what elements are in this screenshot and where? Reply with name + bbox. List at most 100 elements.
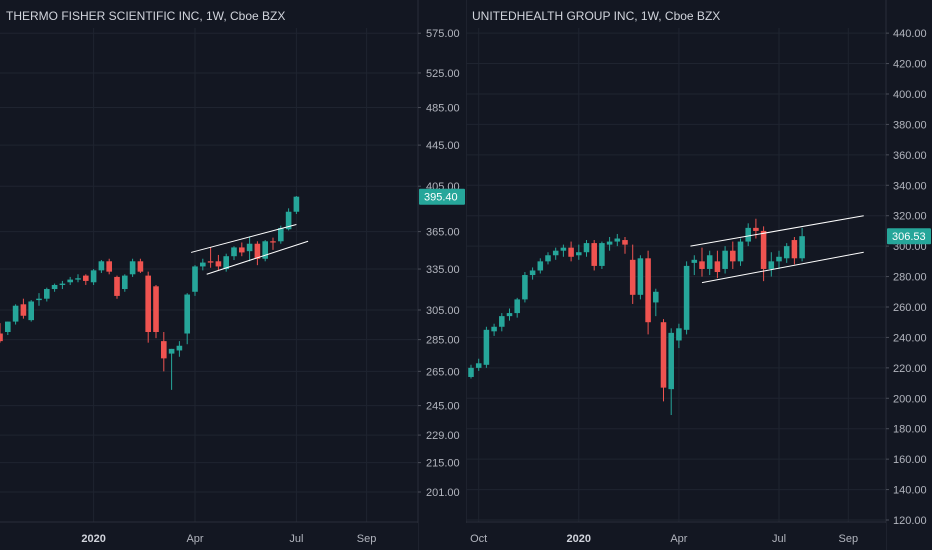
unitedhealth-candle-body[interactable] <box>791 240 798 259</box>
unitedhealth-trend-line[interactable] <box>701 251 864 284</box>
thermo-fisher-candle-body[interactable] <box>98 261 105 271</box>
thermo-fisher-candle-body[interactable] <box>231 247 237 257</box>
unitedhealth-candle-body[interactable] <box>568 247 574 257</box>
thermo-fisher-candle-body[interactable] <box>51 284 58 290</box>
thermo-fisher-price-axis[interactable] <box>418 0 466 550</box>
thermo-fisher-chart-pane[interactable]: 575.00525.00485.00445.00405.00365.00335.… <box>0 0 466 550</box>
thermo-fisher-candle-body[interactable] <box>12 305 19 322</box>
unitedhealth-candle-body[interactable] <box>583 243 590 253</box>
unitedhealth-candle-body[interactable] <box>552 250 559 256</box>
unitedhealth-candle-body[interactable] <box>591 243 597 266</box>
unitedhealth-candle-body[interactable] <box>706 255 713 269</box>
unitedhealth-time-axis[interactable] <box>466 523 886 550</box>
unitedhealth-candle-body[interactable] <box>691 259 698 263</box>
thermo-fisher-candle-body[interactable] <box>0 333 3 342</box>
thermo-fisher-candle-body[interactable] <box>75 278 81 280</box>
unitedhealth-y-tick-label: 140.00 <box>893 485 927 497</box>
unitedhealth-candle-body[interactable] <box>776 256 782 262</box>
thermo-fisher-candle-body[interactable] <box>129 261 136 275</box>
unitedhealth-candle-body[interactable] <box>730 250 736 262</box>
thermo-fisher-candle-body[interactable] <box>184 294 191 334</box>
unitedhealth-candle-body[interactable] <box>606 241 613 245</box>
thermo-fisher-candle-body[interactable] <box>262 241 269 259</box>
unitedhealth-candle-body[interactable] <box>676 328 682 341</box>
thermo-fisher-candle-body[interactable] <box>168 348 175 354</box>
thermo-fisher-time-axis[interactable] <box>0 523 418 550</box>
unitedhealth-candle-body[interactable] <box>475 363 482 368</box>
thermo-fisher-candle-body[interactable] <box>199 262 206 267</box>
thermo-fisher-candle-body[interactable] <box>246 243 253 252</box>
thermo-fisher-candle-body[interactable] <box>270 241 276 243</box>
thermo-fisher-candle-body[interactable] <box>121 275 128 290</box>
unitedhealth-y-tick-label: 420.00 <box>893 59 927 71</box>
thermo-fisher-candle-body[interactable] <box>293 196 300 212</box>
thermo-fisher-candle-body[interactable] <box>4 321 11 333</box>
thermo-fisher-candle-body[interactable] <box>67 279 74 283</box>
unitedhealth-candle-body[interactable] <box>576 252 582 256</box>
unitedhealth-candle-body[interactable] <box>753 227 759 231</box>
thermo-fisher-candle-body[interactable] <box>207 261 214 263</box>
thermo-fisher-candle-body[interactable] <box>160 341 167 359</box>
thermo-fisher-candle-body[interactable] <box>145 275 152 333</box>
unitedhealth-candle-body[interactable] <box>468 367 474 377</box>
unitedhealth-candle-body[interactable] <box>699 261 705 269</box>
thermo-fisher-candle-body[interactable] <box>285 211 292 230</box>
unitedhealth-candle-body[interactable] <box>522 275 528 300</box>
unitedhealth-candle-body[interactable] <box>560 247 567 251</box>
unitedhealth-candle-body[interactable] <box>668 332 674 390</box>
thermo-fisher-candle-body[interactable] <box>90 270 97 283</box>
unitedhealth-candle-body[interactable] <box>760 230 767 269</box>
unitedhealth-candle-body[interactable] <box>737 241 744 262</box>
unitedhealth-chart-pane[interactable]: 440.00 420.00 400.00 380.00 360.00 340.00 320.… <box>466 0 932 550</box>
unitedhealth-candle-body[interactable] <box>722 250 728 269</box>
unitedhealth-candle-body[interactable] <box>768 261 775 269</box>
thermo-fisher-candle-body[interactable] <box>106 261 113 272</box>
unitedhealth-candle-body[interactable] <box>714 261 721 272</box>
thermo-fisher-candle-body[interactable] <box>36 298 42 301</box>
unitedhealth-y-tick-label: 320.00 <box>893 211 927 223</box>
thermo-fisher-candle-body[interactable] <box>153 286 159 333</box>
thermo-fisher-candle-body[interactable] <box>43 289 50 299</box>
unitedhealth-candle-body[interactable] <box>545 255 551 262</box>
unitedhealth-candle-body[interactable] <box>629 259 636 295</box>
thermo-fisher-trend-line[interactable] <box>206 240 309 275</box>
thermo-fisher-candle-body[interactable] <box>176 345 183 351</box>
unitedhealth-candle-body[interactable] <box>491 326 497 332</box>
thermo-fisher-trend-line[interactable] <box>190 224 297 253</box>
thermo-fisher-candle-body[interactable] <box>28 301 35 321</box>
unitedhealth-x-tick-label: Sep <box>839 533 859 545</box>
unitedhealth-candle-body[interactable] <box>660 322 667 388</box>
thermo-fisher-x-tick-label: Sep <box>357 533 377 545</box>
thermo-fisher-candle-body[interactable] <box>114 276 120 296</box>
unitedhealth-y-tick-label: 400.00 <box>893 89 927 101</box>
thermo-fisher-candle-body[interactable] <box>277 228 284 242</box>
unitedhealth-candle-body[interactable] <box>783 246 790 259</box>
unitedhealth-candle-body[interactable] <box>653 291 659 303</box>
thermo-fisher-candle-body[interactable] <box>20 304 27 316</box>
unitedhealth-trend-line[interactable] <box>690 215 864 247</box>
thermo-fisher-candle-body[interactable] <box>223 256 230 270</box>
unitedhealth-candle-body[interactable] <box>537 261 544 271</box>
unitedhealth-candle-body[interactable] <box>483 329 490 365</box>
unitedhealth-candle-body[interactable] <box>514 299 520 314</box>
unitedhealth-candle-body[interactable] <box>683 265 690 330</box>
unitedhealth-price-axis[interactable] <box>886 0 932 550</box>
unitedhealth-candle-body[interactable] <box>599 243 605 266</box>
unitedhealth-candle-body[interactable] <box>622 240 628 245</box>
thermo-fisher-candle-body[interactable] <box>215 261 222 267</box>
unitedhealth-candle-body[interactable] <box>745 227 751 242</box>
unitedhealth-candle-body[interactable] <box>499 316 505 327</box>
unitedhealth-candle-body[interactable] <box>529 270 536 276</box>
unitedhealth-candle-body[interactable] <box>799 236 805 259</box>
unitedhealth-y-tick-label: 120.00 <box>893 515 927 527</box>
unitedhealth-candle-body[interactable] <box>637 258 644 295</box>
thermo-fisher-candle-body[interactable] <box>137 261 144 272</box>
thermo-fisher-candle-body[interactable] <box>82 275 89 281</box>
thermo-fisher-candle-body[interactable] <box>59 283 66 285</box>
unitedhealth-candle-body[interactable] <box>506 313 513 317</box>
thermo-fisher-candle-body[interactable] <box>192 266 198 292</box>
thermo-fisher-candle-body[interactable] <box>254 243 261 259</box>
unitedhealth-candle-body[interactable] <box>614 238 621 242</box>
unitedhealth-candle-body[interactable] <box>645 258 651 323</box>
thermo-fisher-candle-body[interactable] <box>238 247 245 253</box>
